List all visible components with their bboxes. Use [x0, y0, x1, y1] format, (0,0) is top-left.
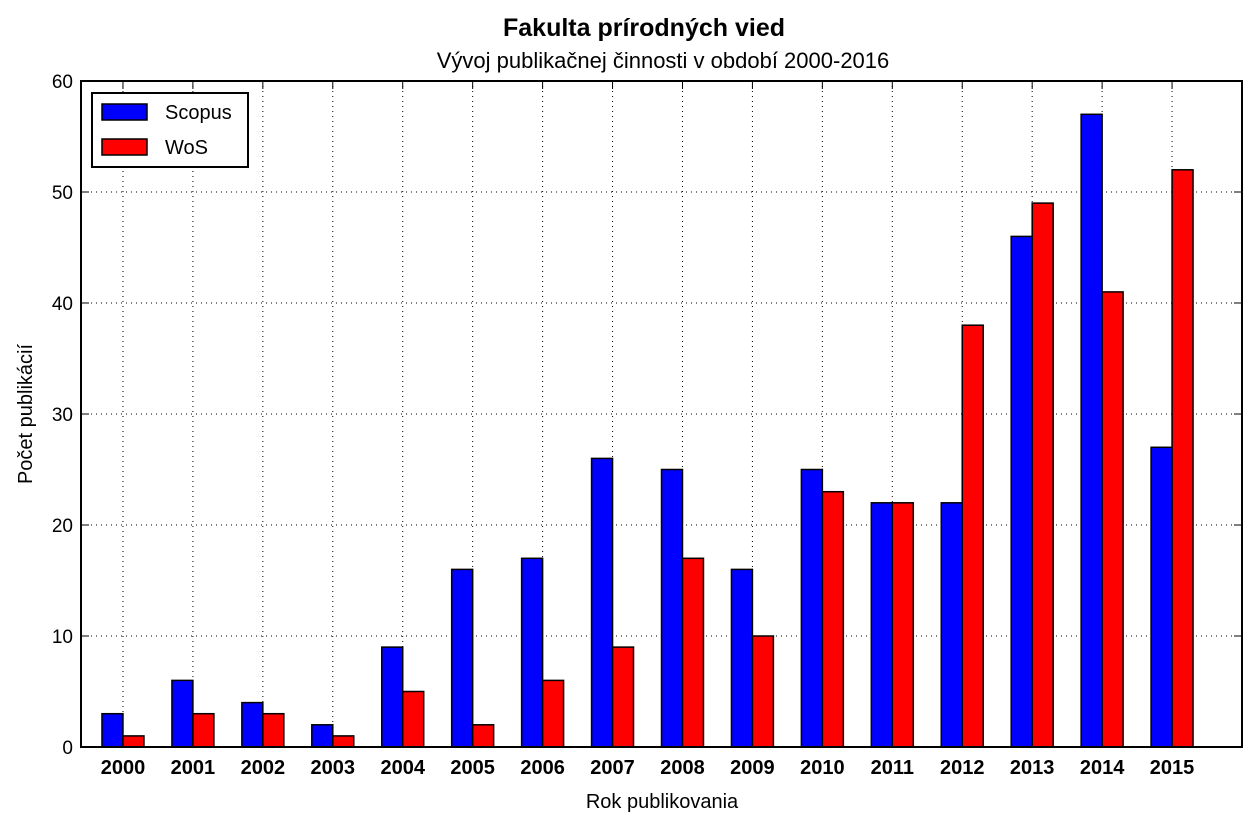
bar-wos-2015	[1171, 169, 1194, 748]
x-tick-label: 2009	[730, 757, 775, 779]
y-tick-label: 40	[52, 294, 73, 315]
y-axis-label: Počet publikácií	[15, 344, 37, 485]
x-tick-label: 2010	[800, 757, 845, 779]
x-tick-label: 2011	[871, 757, 914, 779]
bar-scopus-2015	[1150, 446, 1173, 748]
bar-scopus-2009	[730, 568, 754, 748]
x-axis-ticks: 2000 2001 2002 2003 2004 2005 2006 2007 2008 2009…	[101, 81, 1195, 779]
x-tick-label: 2004	[380, 757, 425, 779]
x-tick-label: 2008	[660, 757, 705, 779]
x-tick-label: 2012	[940, 757, 985, 779]
x-tick-label: 2003	[311, 757, 356, 779]
x-tick-label: 2015	[1150, 757, 1195, 779]
legend-label-scopus: Scopus	[165, 102, 232, 124]
bar-wos-2000	[122, 735, 145, 748]
bar-scopus-2014	[1080, 113, 1103, 748]
legend-swatch-wos	[101, 138, 148, 156]
x-tick-label: 2002	[241, 757, 286, 779]
y-axis-ticks: 0 10 20 30 40 50 60	[52, 72, 1242, 759]
bar-wos-2012	[961, 324, 984, 748]
chart-subtitle: Vývoj publikačnej činnosti v období 2000…	[437, 48, 890, 73]
legend: Scopus WoS	[91, 92, 249, 168]
bar-scopus-2010	[800, 468, 824, 748]
bar-wos-2010	[821, 490, 845, 748]
bar-wos-2008	[681, 557, 705, 748]
bar-scopus-2003	[311, 724, 334, 748]
bar-wos-2007	[611, 646, 635, 748]
x-tick-label: 2013	[1010, 757, 1055, 779]
x-axis-label: Rok publikovania	[586, 791, 739, 813]
bar-wos-2009	[751, 635, 775, 748]
bar-scopus-2011	[870, 502, 894, 748]
bar-scopus-2001	[171, 679, 194, 748]
y-tick-label: 30	[52, 405, 73, 426]
x-tick-label: 2006	[520, 757, 565, 779]
bar-wos-2003	[332, 735, 355, 748]
bar-wos-2013	[1031, 202, 1054, 748]
x-tick-label: 2005	[450, 757, 495, 779]
bar-wos-2001	[192, 712, 215, 748]
bar-scopus-2000	[101, 712, 124, 748]
legend-label-wos: WoS	[165, 137, 208, 159]
bar-scopus-2008	[660, 468, 684, 748]
bar-wos-2004	[401, 690, 425, 748]
bar-wos-2002	[262, 712, 285, 748]
bar-wos-2006	[541, 679, 565, 748]
x-tick-label: 2000	[101, 757, 146, 779]
bar-scopus-2013	[1010, 235, 1033, 748]
bar-scopus-2006	[520, 557, 544, 748]
bar-scopus-2002	[241, 701, 264, 748]
y-tick-label: 60	[52, 72, 73, 93]
x-tick-label: 2001	[171, 757, 216, 779]
x-tick-label: 2014	[1080, 757, 1125, 779]
chart-title: Fakulta prírodných vied	[503, 14, 785, 42]
bar-wos-2014	[1101, 291, 1124, 748]
bar-scopus-2012	[940, 502, 963, 748]
bar-wos-2005	[471, 724, 495, 748]
bar-scopus-2004	[380, 646, 404, 748]
bar-scopus-2005	[450, 568, 474, 748]
y-tick-label: 20	[52, 516, 73, 537]
bar-wos-2011	[891, 502, 915, 748]
x-tick-label: 2007	[590, 757, 635, 779]
legend-swatch-scopus	[101, 103, 148, 121]
y-tick-label: 0	[62, 738, 73, 759]
y-tick-label: 10	[52, 627, 73, 648]
bar-scopus-2007	[590, 457, 614, 748]
bars	[101, 113, 1194, 748]
y-tick-label: 50	[52, 183, 73, 204]
